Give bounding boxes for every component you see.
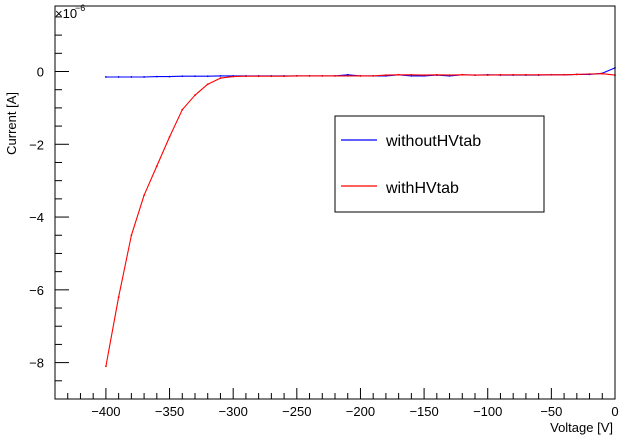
x-axis-label: Voltage [V] <box>550 420 613 435</box>
data-point-withhvtab <box>194 94 196 97</box>
x-tick-label: −350 <box>155 404 184 419</box>
plot-frame <box>54 5 616 400</box>
data-point-withhvtab <box>601 72 604 75</box>
y-exponent-power: −6 <box>75 3 85 13</box>
data-point-withhvtab <box>232 75 235 78</box>
data-point-withhvtab <box>245 75 247 78</box>
data-point-withouthvtab <box>143 76 145 78</box>
y-axis-label: Current [A] <box>4 92 19 155</box>
data-point-withhvtab <box>168 136 171 138</box>
data-point-withhvtab <box>219 77 222 79</box>
data-point-withouthvtab <box>105 76 107 78</box>
data-point-withhvtab <box>143 194 145 197</box>
data-point-withhvtab <box>563 73 565 76</box>
x-tick-label: −400 <box>91 404 120 419</box>
x-tick-label: −100 <box>473 404 502 419</box>
data-point-withhvtab <box>308 74 311 77</box>
y-tick-label: −2 <box>29 137 44 152</box>
data-point-withouthvtab <box>206 75 209 78</box>
data-point-withhvtab <box>283 75 285 78</box>
data-point-withhvtab <box>486 74 489 77</box>
data-point-withhvtab <box>525 73 527 76</box>
data-point-withhvtab <box>105 365 107 368</box>
x-tick-label: −200 <box>346 404 375 419</box>
data-point-withhvtab <box>117 296 120 299</box>
data-point-withhvtab <box>435 73 438 76</box>
data-point-withhvtab <box>588 73 591 75</box>
data-point-withhvtab <box>512 73 515 76</box>
y-tick-label: −8 <box>29 356 44 371</box>
data-point-withhvtab <box>423 74 425 77</box>
y-exponent-base: ×10 <box>55 6 77 21</box>
data-point-withouthvtab <box>181 75 184 78</box>
data-point-withhvtab <box>359 74 362 77</box>
y-tick-label: 0 <box>37 65 44 80</box>
data-point-withhvtab <box>372 74 375 77</box>
y-tick-label: −6 <box>29 283 44 298</box>
y-tick-label: −4 <box>29 210 44 225</box>
data-point-withhvtab <box>410 73 413 76</box>
data-point-withhvtab <box>130 234 133 237</box>
data-point-withhvtab <box>334 74 336 77</box>
data-point-withhvtab <box>397 73 400 76</box>
data-point-withhvtab <box>385 74 387 77</box>
data-point-withouthvtab <box>130 76 133 78</box>
data-point-withouthvtab <box>168 75 171 78</box>
x-tick-label: −300 <box>219 404 248 419</box>
x-tick-label: −50 <box>540 404 562 419</box>
data-point-withhvtab <box>448 74 451 77</box>
data-point-withhvtab <box>257 75 260 78</box>
legend: withoutHVtab withHVtab <box>334 115 545 213</box>
data-point-withhvtab <box>499 73 502 76</box>
data-point-withhvtab <box>155 165 158 168</box>
series-lines <box>105 66 616 368</box>
data-point-withhvtab <box>537 73 540 76</box>
data-point-withhvtab <box>474 74 476 77</box>
data-point-withouthvtab <box>155 75 158 78</box>
data-point-withhvtab <box>346 74 349 77</box>
tick-marks <box>54 16 616 400</box>
data-point-withouthvtab <box>219 74 222 77</box>
data-point-withhvtab <box>321 74 324 77</box>
x-tick-label: −150 <box>409 404 438 419</box>
data-point-withouthvtab <box>194 75 196 78</box>
x-tick-label: 0 <box>611 404 618 419</box>
data-point-withhvtab <box>295 74 298 77</box>
tick-labels: −400 −350 −300 −250 −200 −150 −100 −50 0 −8 −6 −4 −2… <box>29 65 618 420</box>
data-point-withhvtab <box>270 75 273 78</box>
legend-label-withhvtab: withHVtab <box>385 180 459 197</box>
legend-box <box>334 115 545 213</box>
data-point-withhvtab <box>575 73 578 76</box>
legend-label-withouthvtab: withoutHVtab <box>385 133 481 150</box>
data-point-withhvtab <box>550 73 553 76</box>
data-point-withhvtab <box>181 108 184 111</box>
data-point-withhvtab <box>206 83 209 86</box>
data-point-withhvtab <box>461 73 464 76</box>
data-point-withouthvtab <box>117 76 120 78</box>
x-tick-label: −250 <box>282 404 311 419</box>
